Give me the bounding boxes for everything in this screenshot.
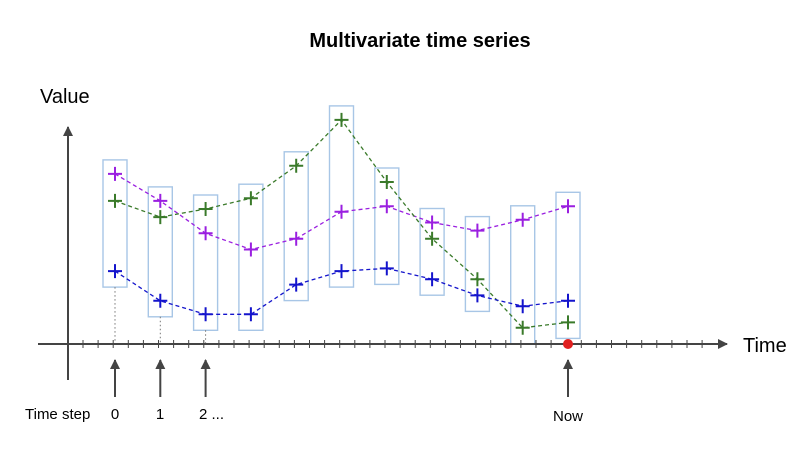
now-marker xyxy=(563,339,573,349)
series-2-point xyxy=(198,307,213,322)
time-step-prefix-label: Time step xyxy=(25,406,90,423)
series-2-point xyxy=(334,264,349,279)
window-boxes xyxy=(102,105,581,345)
series-0-point xyxy=(289,231,304,246)
series-0-point xyxy=(515,212,530,227)
window-box-6 xyxy=(374,167,400,286)
series-1-point xyxy=(289,158,304,173)
series-0-point xyxy=(198,226,213,241)
series-1-point xyxy=(515,320,530,335)
time-step-2-label: 2 ... xyxy=(199,406,224,423)
series-2-point xyxy=(425,272,440,287)
series-1-point xyxy=(334,112,349,127)
series-1-point xyxy=(470,272,485,287)
series-1-point xyxy=(198,202,213,216)
time-step-guides xyxy=(114,287,207,344)
series-0-point xyxy=(153,193,168,208)
series-2-point xyxy=(515,299,530,314)
window-box-0 xyxy=(102,159,128,288)
series-1-point xyxy=(153,210,168,225)
window-box-3 xyxy=(238,183,264,332)
series-0-point xyxy=(470,223,485,238)
series-2-point xyxy=(561,293,575,308)
series-lines xyxy=(108,112,575,335)
series-2-point xyxy=(243,307,258,322)
window-box-4 xyxy=(283,151,309,302)
series-0-point xyxy=(561,199,575,214)
series-1-point xyxy=(561,315,575,330)
series-1-point xyxy=(108,193,122,208)
diagram-title: Multivariate time series xyxy=(309,30,530,52)
series-0-point xyxy=(379,199,394,214)
series-2-point xyxy=(153,293,168,308)
now-label: Now xyxy=(553,408,583,425)
window-box-5 xyxy=(328,105,355,288)
series-0-point xyxy=(425,215,440,230)
window-box-10 xyxy=(555,191,581,340)
series-2-point xyxy=(108,264,122,279)
time-step-arrows xyxy=(110,359,573,397)
series-2-point xyxy=(379,261,394,276)
series-1-point xyxy=(379,175,394,189)
series-1-line xyxy=(114,118,569,329)
y-axis-label: Value xyxy=(40,86,90,108)
series-1-point xyxy=(425,231,440,246)
x-axis-ticks xyxy=(82,340,703,348)
series-2-point xyxy=(470,288,485,303)
time-step-0-label: 0 xyxy=(111,406,119,423)
series-0-point xyxy=(334,204,349,219)
x-axis-label: Time xyxy=(743,335,787,357)
series-2-point xyxy=(289,277,304,292)
series-0-point xyxy=(243,242,258,257)
time-step-1-label: 1 xyxy=(156,406,164,423)
window-box-7 xyxy=(419,207,445,296)
series-0-point xyxy=(108,166,122,181)
window-box-8 xyxy=(464,215,491,313)
series-1-point xyxy=(243,191,258,206)
